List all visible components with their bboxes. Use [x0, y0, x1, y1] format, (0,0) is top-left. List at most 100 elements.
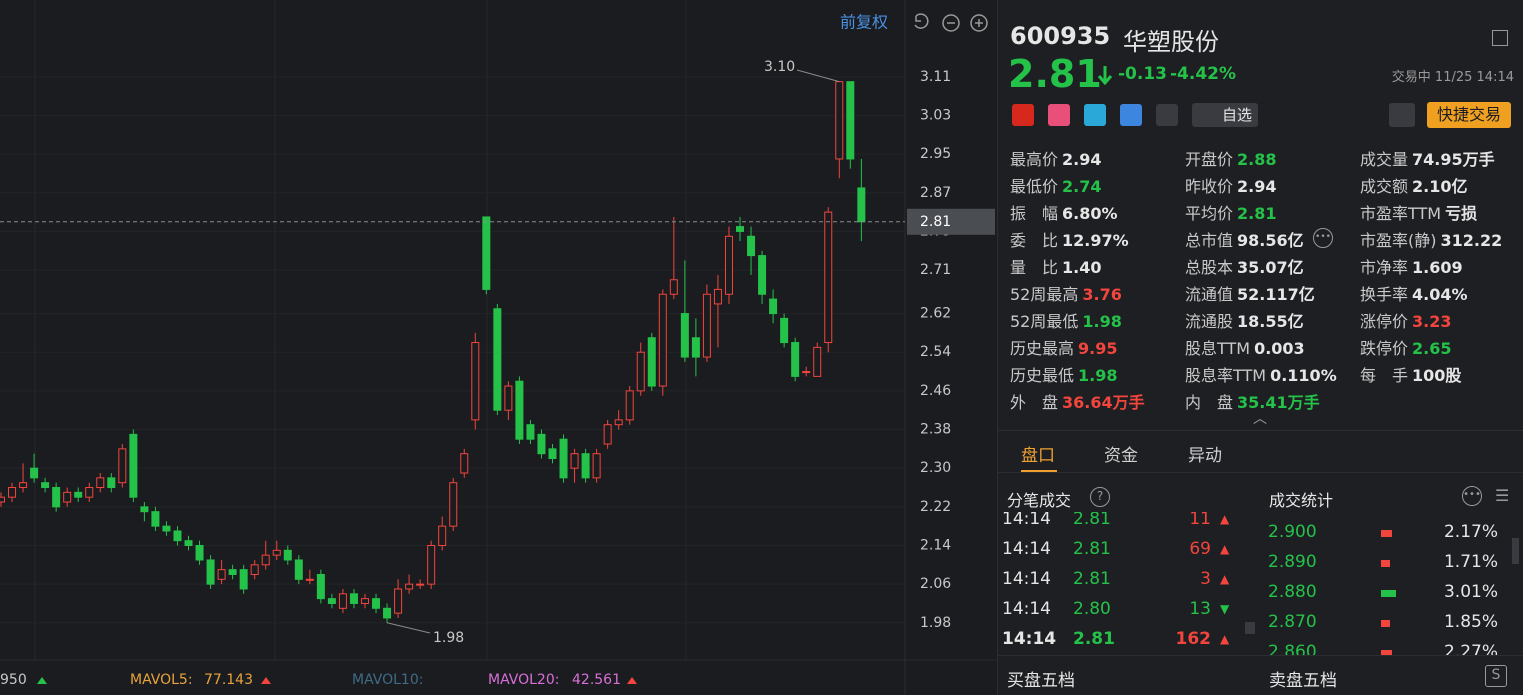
candle-body [758, 255, 767, 295]
deal-price: 2.900 [1268, 522, 1317, 542]
candle-body [669, 279, 678, 295]
zoom-out[interactable] [942, 14, 960, 32]
high-annotation: 3.10 [764, 59, 795, 75]
volume-label: 77.143 [204, 672, 253, 688]
stat-item: 历史最高 9.95 [1010, 335, 1118, 359]
deal-price: 2.860 [1268, 642, 1317, 655]
y-tick-label: 2.87 [920, 185, 951, 201]
candle-body [691, 337, 700, 358]
y-tick-label: 2.46 [920, 383, 951, 399]
margin-icon [1048, 104, 1070, 126]
candle-body [449, 482, 458, 527]
help-icon[interactable]: ? [1090, 487, 1110, 507]
candle-body [129, 433, 138, 498]
candle-body [802, 371, 811, 374]
candle-body [217, 569, 226, 580]
tab[interactable]: 异动 [1188, 446, 1222, 466]
candle-body [272, 549, 281, 556]
stat-label: 量 比 [1010, 258, 1059, 277]
stat-label: 市盈率(静) [1360, 231, 1437, 250]
watch-button[interactable]: 自选 [1192, 103, 1258, 127]
stat-value: 2.65 [1412, 339, 1452, 358]
stat-item: 跌停价 2.65 [1360, 335, 1452, 359]
candle-body [316, 573, 325, 600]
change: -0.13 [1118, 64, 1167, 84]
tab[interactable]: 资金 [1104, 446, 1138, 466]
trade-volume: 69 [1189, 539, 1211, 559]
alert-button[interactable] [1389, 103, 1415, 127]
candle-body [713, 288, 722, 305]
candle-body [372, 598, 381, 609]
stat-value: 35.41万手 [1237, 393, 1320, 412]
stat-label: 涨停价 [1360, 312, 1409, 331]
reset-icon[interactable] [914, 13, 929, 29]
down-arrow [1097, 66, 1113, 86]
trade-direction: ▲ [1220, 572, 1230, 586]
stat-item: 市盈率(静) 312.22 [1360, 227, 1502, 251]
stat-item: 总股本 35.07亿 [1185, 254, 1304, 278]
y-tick-label: 3.11 [920, 69, 951, 85]
stock-name: 华塑股份 [1123, 28, 1219, 56]
stat-label: 成交额 [1360, 177, 1409, 196]
candle-body [294, 559, 303, 580]
y-tick-label: 2.38 [920, 422, 951, 438]
stat-label: 流通值 [1185, 285, 1234, 304]
trade-price: 2.81 [1073, 512, 1111, 529]
candle-body [239, 569, 248, 590]
deal-bar [1381, 620, 1391, 627]
candle-body [835, 81, 844, 160]
stat-item: 历史最低 1.98 [1010, 362, 1118, 386]
zoom-in[interactable] [970, 14, 988, 32]
y-tick-label: 2.95 [920, 146, 951, 162]
deal-price: 2.880 [1268, 582, 1317, 602]
stat-value: 0.003 [1254, 339, 1305, 358]
candle-body [603, 424, 612, 445]
stat-value: 2.94 [1237, 177, 1277, 196]
trade-time: 14:14 [1002, 629, 1057, 649]
collapse-chevron[interactable]: ︿ [1253, 411, 1267, 427]
trade-status: 交易中 11/25 14:14 [1391, 70, 1514, 85]
candle-body [460, 453, 469, 474]
candle-body [581, 453, 590, 479]
trade-time: 14:14 [1002, 569, 1051, 589]
stat-item: 市净率 1.609 [1360, 254, 1463, 278]
stat-label: 历史最低 [1010, 366, 1075, 385]
candle-body [548, 448, 557, 460]
stat-item: 平均价 2.81 [1185, 200, 1277, 224]
candle-body [791, 342, 800, 377]
tab[interactable]: 盘口 [1021, 446, 1055, 466]
candle-body [813, 346, 822, 377]
candle-body [206, 559, 215, 585]
y-tick-label: 2.06 [920, 576, 951, 592]
more-icon[interactable]: ••• [1462, 486, 1482, 506]
adjust-mode[interactable]: 前复权 [840, 13, 888, 32]
layout-icon[interactable] [1492, 30, 1508, 46]
deal-bar [1381, 560, 1390, 567]
stat-label: 历史最高 [1010, 339, 1075, 358]
stat-label: 平均价 [1185, 204, 1234, 223]
candle-body [327, 598, 336, 604]
candle-body [283, 549, 292, 561]
candle-body [625, 390, 634, 421]
stat-item: 52周最高 3.76 [1010, 281, 1122, 305]
connect-icon [1084, 104, 1106, 126]
y-tick-label: 2.22 [920, 499, 951, 515]
deal-pct: 1.71% [1443, 552, 1498, 572]
y-tick-label: 2.71 [920, 262, 951, 278]
trade-button[interactable]: 快捷交易 [1427, 102, 1511, 128]
s-icon[interactable]: S [1485, 665, 1507, 687]
last-price-label: 2.81 [920, 214, 951, 230]
deal-pct: 1.85% [1443, 612, 1498, 632]
candle-body [504, 385, 513, 411]
candle-body [614, 419, 623, 426]
trade-direction: ▲ [1220, 542, 1230, 556]
stat-value: 100股 [1412, 366, 1462, 385]
trades-list: 14:14 2.81 11 ▲ 14:14 2.81 69 ▲ 14:14 2.81 3 ▲ 14:14… [998, 512, 1258, 655]
change-pct: -4.42% [1170, 64, 1237, 84]
stat-item: 昨收价 2.94 [1185, 173, 1277, 197]
candle-body [636, 351, 645, 392]
volume-label: 950 [0, 672, 27, 688]
list-icon[interactable]: ☰ [1495, 486, 1510, 505]
stat-item: 最低价 2.74 [1010, 173, 1102, 197]
